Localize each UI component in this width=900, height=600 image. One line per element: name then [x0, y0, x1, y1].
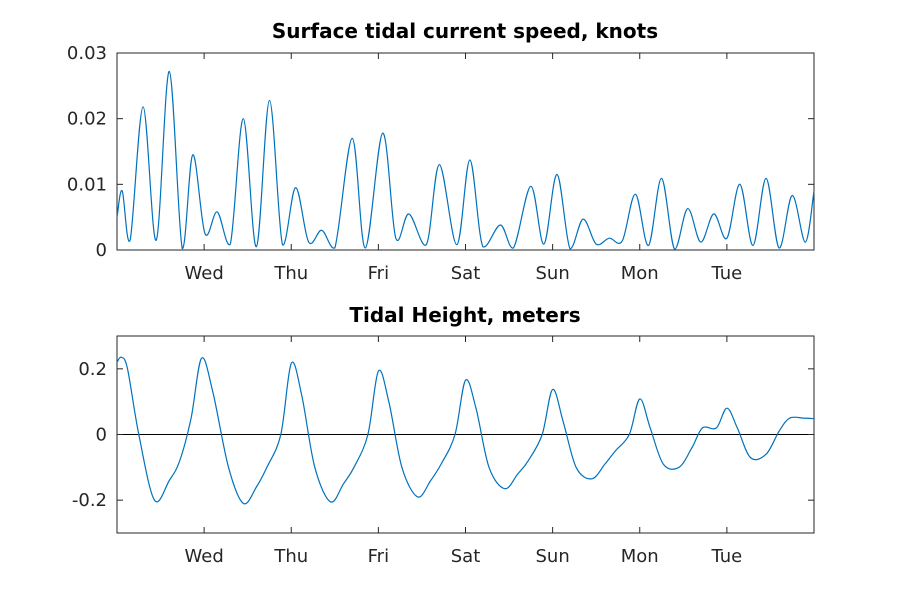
tidal-height-x-tick-label: Tue	[711, 546, 743, 567]
tidal-height-y-tick-label: 0	[96, 425, 107, 446]
tidal-height-y-ticks: -0.2 0 0.2	[72, 359, 814, 511]
current-speed-title: Surface tidal current speed, knots	[272, 19, 658, 43]
tidal-height-x-tick-label: Sun	[536, 546, 570, 567]
tidal-height-y-tick-label: 0.2	[78, 359, 107, 380]
current-speed-x-tick-label: Sat	[451, 263, 481, 284]
current-speed-x-tick-label: Mon	[621, 263, 659, 284]
current-speed-y-tick-label: 0.02	[67, 109, 107, 130]
current-speed-x-tick-label: Wed	[185, 263, 224, 284]
current-speed-y-tick-label: 0	[96, 240, 107, 261]
tidal-height-x-tick-label: Thu	[273, 546, 308, 567]
tidal-height-x-ticks: Wed Thu Fri Sat Sun Mon Tue	[185, 336, 743, 567]
current-speed-x-tick-label: Thu	[273, 263, 308, 284]
current-speed-axes: Surface tidal current speed, knots 0 0.01…	[67, 19, 815, 284]
current-speed-x-tick-label: Fri	[368, 263, 389, 284]
current-speed-y-ticks: 0 0.01 0.02 0.03	[67, 43, 814, 261]
current-speed-y-tick-label: 0.03	[67, 43, 107, 64]
tidal-height-axes: Tidal Height, meters -0.2 0 0.2 Wed Thu Fri S…	[72, 303, 815, 567]
current-speed-x-tick-label: Sun	[536, 263, 570, 284]
current-speed-y-tick-label: 0.01	[67, 174, 107, 195]
current-speed-x-tick-label: Tue	[711, 263, 743, 284]
tidal-height-x-tick-label: Sat	[451, 546, 481, 567]
tidal-height-series-line	[116, 356, 815, 505]
tidal-height-x-tick-label: Fri	[368, 546, 389, 567]
tidal-height-x-tick-label: Wed	[185, 546, 224, 567]
tidal-height-title: Tidal Height, meters	[349, 303, 580, 327]
tidal-height-x-tick-label: Mon	[621, 546, 659, 567]
current-speed-series-line	[116, 70, 815, 250]
tidal-height-y-tick-label: -0.2	[72, 490, 107, 511]
current-speed-x-ticks: Wed Thu Fri Sat Sun Mon Tue	[185, 53, 743, 284]
